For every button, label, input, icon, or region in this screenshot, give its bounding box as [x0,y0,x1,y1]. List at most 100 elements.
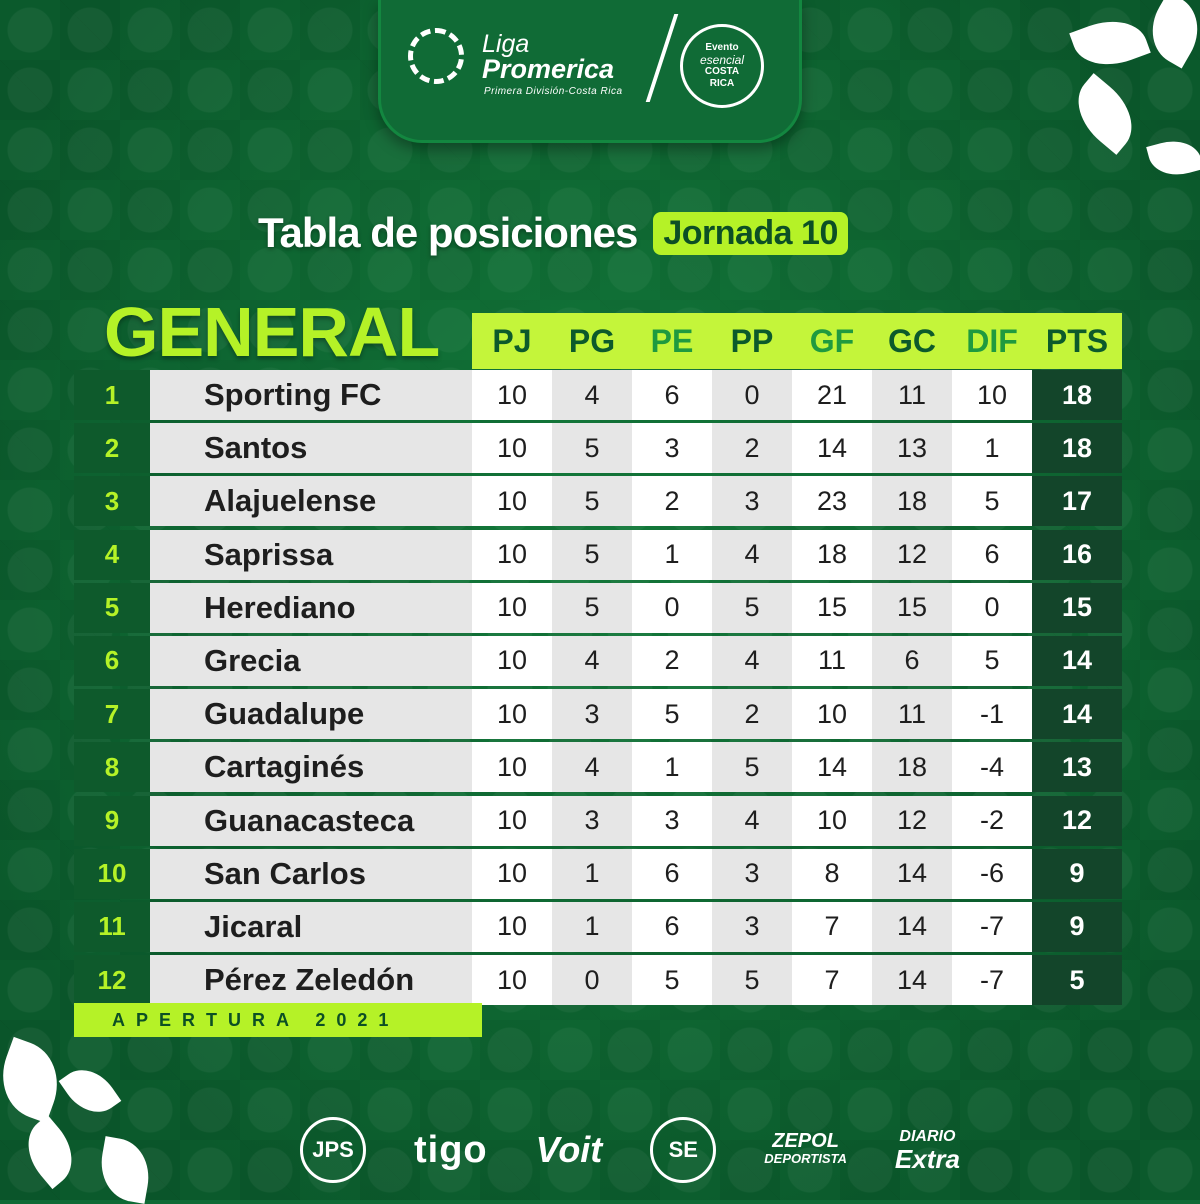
extra-text: Extra [894,1143,960,1174]
table-row: 7 Guadalupe 10 3 5 2 10 11 -1 14 [74,689,1122,742]
col-header-gf: GF [809,322,855,359]
pe-cell: 6 [632,848,712,899]
pe-cell: 1 [632,529,712,580]
diario-text: DIARIO [899,1127,956,1145]
gf-cell: 15 [792,582,872,633]
position-cell: 6 [74,635,150,686]
dif-cell: -2 [952,795,1032,846]
gf-cell: 14 [792,742,872,793]
gc-cell: 11 [872,689,952,740]
pp-cell: 5 [712,582,792,633]
seal-line: COSTA [704,66,740,77]
col-header-pe: PE [650,322,694,359]
col-header-dif: DIF [966,322,1018,359]
tigo-logo: tigo [414,1128,488,1171]
promerica-text: Promerica [482,54,615,84]
pg-cell: 1 [552,848,632,899]
pg-cell: 5 [552,476,632,527]
col-header-pg: PG [568,322,616,359]
table-row: 10 San Carlos 10 1 6 3 8 14 -6 9 [74,848,1122,902]
gc-cell: 18 [872,476,952,527]
seal-line: RICA [709,78,735,89]
pe-cell: 5 [632,955,712,1006]
pj-cell: 10 [472,635,552,686]
pts-cell: 16 [1032,529,1122,580]
pe-cell: 5 [632,689,712,740]
pj-cell: 10 [472,848,552,899]
dif-cell: -4 [952,742,1032,793]
gf-cell: 7 [792,901,872,952]
pts-cell: 5 [1032,955,1122,1006]
dif-cell: 10 [952,370,1032,420]
pts-cell: 9 [1032,848,1122,899]
position-cell: 2 [74,423,150,474]
position-cell: 10 [74,848,150,899]
pts-cell: 13 [1032,742,1122,793]
pp-cell: 4 [712,795,792,846]
pe-cell: 3 [632,795,712,846]
pg-cell: 4 [552,370,632,420]
table-row: 4 Saprissa 10 5 1 4 18 12 6 16 [74,529,1122,583]
position-cell: 5 [74,582,150,633]
position-cell: 11 [74,901,150,952]
gc-cell: 11 [872,370,952,420]
pg-cell: 4 [552,742,632,793]
pg-cell: 5 [552,529,632,580]
liga-swirl-icon [408,28,464,84]
zepol-text: ZEPOL [772,1130,839,1152]
table-row: 9 Guanacasteca 10 3 3 4 10 12 -2 12 [74,795,1122,849]
position-cell: 9 [74,795,150,846]
pts-cell: 12 [1032,795,1122,846]
pts-cell: 18 [1032,423,1122,474]
pp-cell: 3 [712,848,792,899]
position-cell: 12 [74,955,150,1006]
pp-cell: 0 [712,370,792,420]
dif-cell: 0 [952,582,1032,633]
gc-cell: 18 [872,742,952,793]
sponsor-strip: JPS tigo Voit SE ZEPOL DEPORTISTA DIARIO… [300,1115,960,1185]
table-row: 12 Pérez Zeledón 10 0 5 5 7 14 -7 5 [74,955,1122,1008]
evento-esencial-seal: Evento esencial COSTA RICA [680,24,764,108]
title-row: Tabla de posiciones Jornada 10 [258,205,848,261]
pj-cell: 10 [472,689,552,740]
pp-cell: 3 [712,901,792,952]
dif-cell: 5 [952,635,1032,686]
dif-cell: 6 [952,529,1032,580]
pg-cell: 5 [552,423,632,474]
dif-cell: -6 [952,848,1032,899]
position-cell: 3 [74,476,150,527]
pg-cell: 5 [552,582,632,633]
table-row: 2 Santos 10 5 3 2 14 13 1 18 [74,423,1122,476]
dif-cell: -1 [952,689,1032,740]
pp-cell: 2 [712,423,792,474]
voit-logo: Voit [535,1129,603,1170]
gf-cell: 23 [792,476,872,527]
gf-cell: 10 [792,795,872,846]
liga-text: Liga [482,30,530,58]
zepol-sub-text: DEPORTISTA [764,1151,847,1166]
gf-cell: 7 [792,955,872,1006]
pts-cell: 17 [1032,476,1122,527]
general-label: GENERAL [104,293,440,371]
pg-cell: 0 [552,955,632,1006]
pe-cell: 2 [632,476,712,527]
column-header-bar: PJ PG PE PP GF GC DIF PTS [472,313,1122,369]
pe-cell: 6 [632,901,712,952]
dif-cell: -7 [952,901,1032,952]
diario-extra-logo: DIARIO Extra [895,1126,960,1175]
position-cell: 4 [74,529,150,580]
position-cell: 1 [74,370,150,420]
gc-cell: 14 [872,955,952,1006]
pj-cell: 10 [472,476,552,527]
col-header-pp: PP [730,322,774,359]
standings-table: 1 Sporting FC 10 4 6 0 21 11 10 18 2 Santos 10 5 3 2 14 1… [74,370,1122,1008]
gf-cell: 8 [792,848,872,899]
col-header-pts: PTS [1045,322,1109,359]
pts-cell: 14 [1032,689,1122,740]
pe-cell: 2 [632,635,712,686]
table-row: 6 Grecia 10 4 2 4 11 6 5 14 [74,635,1122,689]
gf-cell: 10 [792,689,872,740]
pe-cell: 6 [632,370,712,420]
position-cell: 7 [74,689,150,740]
pe-cell: 1 [632,742,712,793]
